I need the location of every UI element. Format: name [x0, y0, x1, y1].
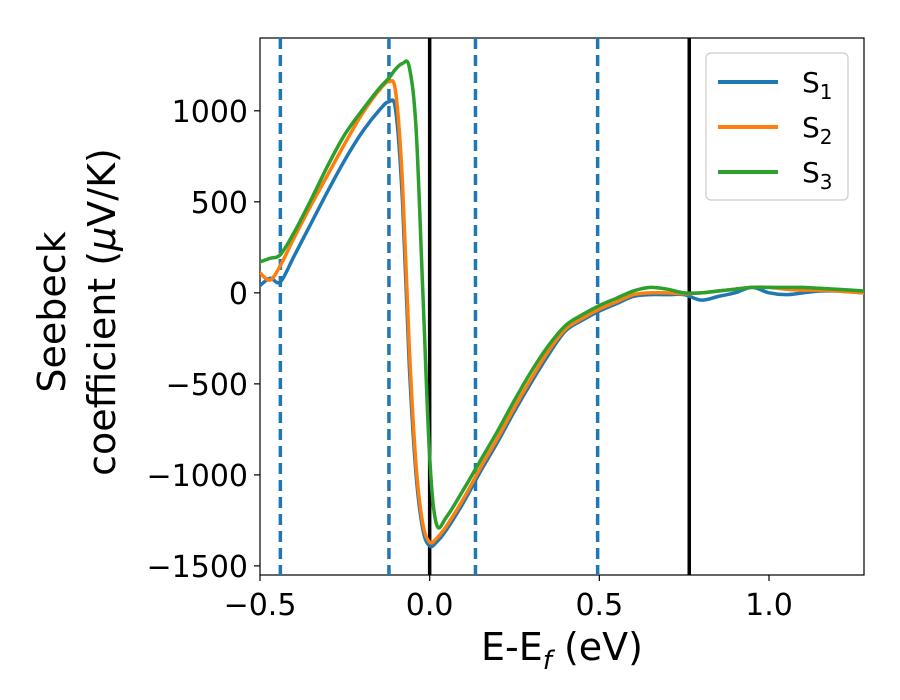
y-tick-label: 0	[229, 277, 248, 312]
x-tick-label: 0.5	[575, 588, 623, 623]
axis-ticks: −0.5 0.0 0.5 1.0 −1500 −1000 −500 0 500 1000	[147, 95, 793, 623]
vertical-lines	[278, 38, 691, 575]
plot-frame	[259, 37, 865, 576]
y-axis-label-mu: μ	[80, 227, 124, 252]
legend-label-s1: S1	[802, 66, 833, 104]
y-axis-label-line1: Seebeck	[30, 231, 74, 392]
y-tick-label: 500	[191, 186, 248, 221]
y-axis-label-line2: coefficient (μV/K)	[80, 148, 124, 476]
y-axis-label-unit: V/K)	[80, 148, 124, 227]
x-tick-label: 0.0	[406, 588, 454, 623]
legend-label-s2: S2	[802, 111, 833, 149]
x-axis-label: E-Ef (eV)	[481, 625, 643, 676]
y-tick-label: −1500	[147, 550, 248, 585]
series-line-s3	[260, 59, 864, 530]
x-tick-label: −0.5	[224, 588, 297, 623]
x-tick-label: 1.0	[745, 588, 793, 623]
y-tick-label: 1000	[172, 95, 248, 130]
legend-label-s3: S3	[802, 156, 833, 194]
x-axis-label-unit: (eV)	[552, 625, 643, 669]
series-line-s1	[260, 98, 864, 549]
series-layer	[260, 59, 864, 549]
y-tick-label: −500	[166, 368, 248, 403]
y-tick-label: −1000	[147, 459, 248, 494]
legend: S1 S2 S3	[705, 52, 849, 201]
